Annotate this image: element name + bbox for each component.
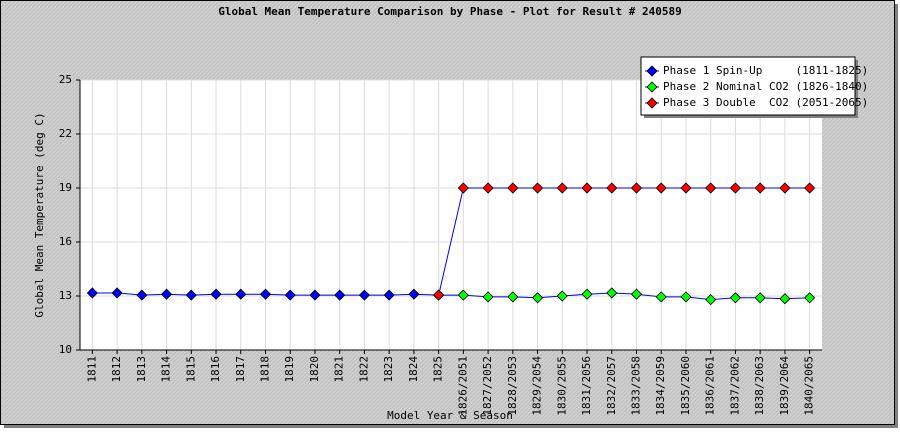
- x-tick-label: 1827/2052: [481, 356, 494, 416]
- x-tick-label: 1834/2059: [654, 356, 667, 416]
- data-point: [606, 182, 618, 194]
- x-tick-label: 1838/2063: [753, 356, 766, 416]
- data-point: [507, 291, 519, 303]
- data-point: [457, 182, 469, 194]
- data-point: [482, 291, 494, 303]
- x-tick-label: 1822: [357, 356, 370, 383]
- y-tick-label: 13: [59, 289, 72, 302]
- data-point: [284, 289, 296, 301]
- y-tick-label: 16: [59, 235, 72, 248]
- x-tick-label: 1837/2062: [728, 356, 741, 416]
- data-point: [86, 287, 98, 299]
- series-line: [438, 187, 810, 296]
- data-point: [235, 288, 247, 300]
- data-point: [680, 291, 692, 303]
- chart-title: Global Mean Temperature Comparison by Ph…: [218, 5, 682, 18]
- x-tick-label: 1833/2058: [630, 356, 643, 416]
- x-tick-label: 1820: [308, 356, 321, 383]
- x-tick-label: 1836/2061: [704, 356, 717, 416]
- y-tick-label: 25: [59, 73, 72, 86]
- data-point: [532, 292, 544, 304]
- data-point: [581, 288, 593, 300]
- data-point: [754, 182, 766, 194]
- data-point: [779, 182, 791, 194]
- data-point: [433, 289, 445, 301]
- y-tick-label: 10: [59, 343, 72, 356]
- x-tick-label: 1817: [234, 356, 247, 383]
- data-point: [729, 182, 741, 194]
- y-tick-label: 22: [59, 127, 72, 140]
- data-point: [161, 288, 173, 300]
- x-tick-label: 1840/2065: [803, 356, 816, 416]
- x-tick-label: 1819: [283, 356, 296, 383]
- x-tick-label: 1824: [407, 356, 420, 383]
- data-point: [705, 294, 717, 306]
- series-line: [438, 292, 810, 301]
- data-point: [804, 292, 816, 304]
- x-tick-label: 1814: [160, 356, 173, 383]
- legend-marker: [646, 97, 658, 109]
- data-point: [482, 182, 494, 194]
- x-axis-label: Model Year & Season: [387, 409, 513, 422]
- data-point: [655, 182, 667, 194]
- data-point: [507, 182, 519, 194]
- data-point: [210, 288, 222, 300]
- legend-marker: [646, 65, 658, 77]
- data-point: [408, 288, 420, 300]
- x-tick-label: 1823: [382, 356, 395, 383]
- x-tick-label: 1812: [110, 356, 123, 383]
- x-tick-label: 1821: [333, 356, 346, 383]
- legend-box: [640, 56, 856, 116]
- x-tick-label: 1830/2055: [555, 356, 568, 416]
- data-point: [185, 289, 197, 301]
- x-tick-label: 1831/2056: [580, 356, 593, 416]
- x-tick-label: 1829/2054: [531, 356, 544, 416]
- legend: Phase 1 Spin-Up (1811-1825) Phase 2 Nomin…: [640, 56, 868, 118]
- data-point: [259, 288, 272, 300]
- data-point: [334, 289, 346, 301]
- x-tick-label: 1826/2051: [456, 356, 469, 416]
- data-point: [630, 182, 643, 194]
- data-point: [358, 289, 370, 301]
- x-tick-label: 1828/2053: [506, 356, 519, 416]
- legend-marker: [646, 81, 658, 93]
- x-tick-label: 1825: [432, 356, 445, 383]
- data-point: [136, 289, 148, 301]
- data-point: [457, 289, 469, 301]
- data-point: [111, 287, 123, 299]
- x-tick-label: 1811: [85, 356, 98, 383]
- data-point: [556, 182, 568, 194]
- data-point: [556, 290, 568, 302]
- y-axis-label: Global Mean Temperature (deg C): [33, 112, 46, 317]
- x-tick-label: 1835/2060: [679, 356, 692, 416]
- data-point: [779, 293, 791, 305]
- legend-label: Phase 2 Nominal CO2 (1826-1840): [663, 80, 868, 93]
- x-tick-label: 1816: [209, 356, 222, 383]
- data-point: [754, 292, 766, 304]
- plot-area: [80, 80, 822, 350]
- data-point: [630, 288, 643, 300]
- data-point: [705, 182, 717, 194]
- data-point: [581, 182, 593, 194]
- data-point: [729, 292, 741, 304]
- legend-label: Phase 3 Double CO2 (2051-2065): [663, 96, 868, 109]
- data-point: [309, 289, 321, 301]
- data-point: [680, 182, 692, 194]
- legend-label: Phase 1 Spin-Up (1811-1825): [663, 64, 868, 77]
- data-point: [532, 182, 544, 194]
- x-tick-label: 1832/2057: [605, 356, 618, 416]
- x-tick-label: 1815: [184, 356, 197, 383]
- data-point: [655, 291, 667, 303]
- x-tick-label: 1818: [259, 356, 272, 383]
- data-point: [606, 287, 618, 299]
- y-tick-label: 19: [59, 181, 72, 194]
- data-point: [804, 182, 816, 194]
- data-point: [383, 289, 395, 301]
- x-tick-label: 1813: [135, 356, 148, 383]
- x-tick-label: 1839/2064: [778, 356, 791, 416]
